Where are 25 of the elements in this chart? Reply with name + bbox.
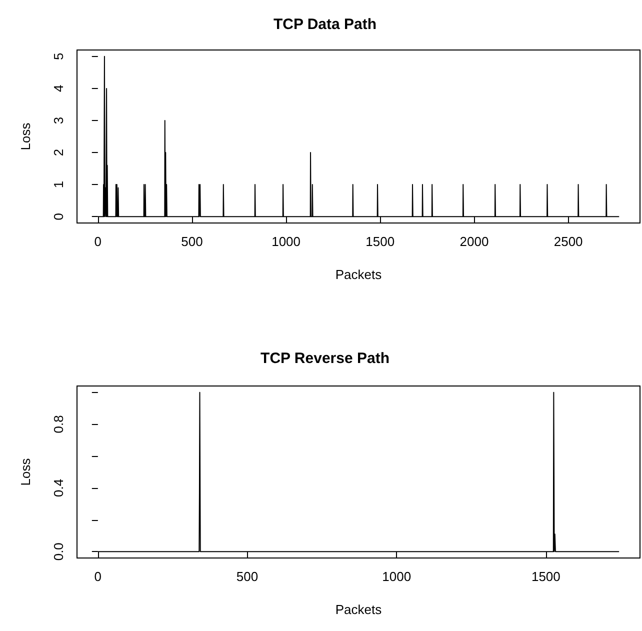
y-tick-label: 4 <box>51 84 66 92</box>
x-tick-label: 1500 <box>531 569 560 584</box>
x-axis-title: Packets <box>335 602 382 617</box>
x-tick-label: 1000 <box>272 234 301 249</box>
y-tick-label: 1 <box>51 180 66 188</box>
x-tick-label: 0 <box>94 569 102 584</box>
chart-title: TCP Reverse Path <box>260 350 390 367</box>
x-tick-label: 2000 <box>460 234 489 249</box>
x-axis-title: Packets <box>335 267 382 282</box>
y-axis-title: Loss <box>18 458 33 486</box>
y-tick-label: 0.4 <box>51 478 66 497</box>
x-tick-label: 2500 <box>554 234 583 249</box>
y-tick-label: 3 <box>51 116 66 124</box>
y-axis-title: Loss <box>18 122 33 150</box>
x-tick-label: 500 <box>236 569 258 584</box>
y-tick-label: 0.0 <box>51 542 66 561</box>
y-tick-label: 5 <box>51 52 66 60</box>
x-tick-label: 0 <box>94 234 102 249</box>
y-tick-label: 0.8 <box>51 415 66 434</box>
y-tick-label: 0 <box>51 212 66 220</box>
x-tick-label: 1500 <box>366 234 395 249</box>
y-tick-label: 2 <box>51 148 66 156</box>
x-tick-label: 500 <box>181 234 203 249</box>
chart-title: TCP Data Path <box>273 16 377 33</box>
x-tick-label: 1000 <box>382 569 412 584</box>
